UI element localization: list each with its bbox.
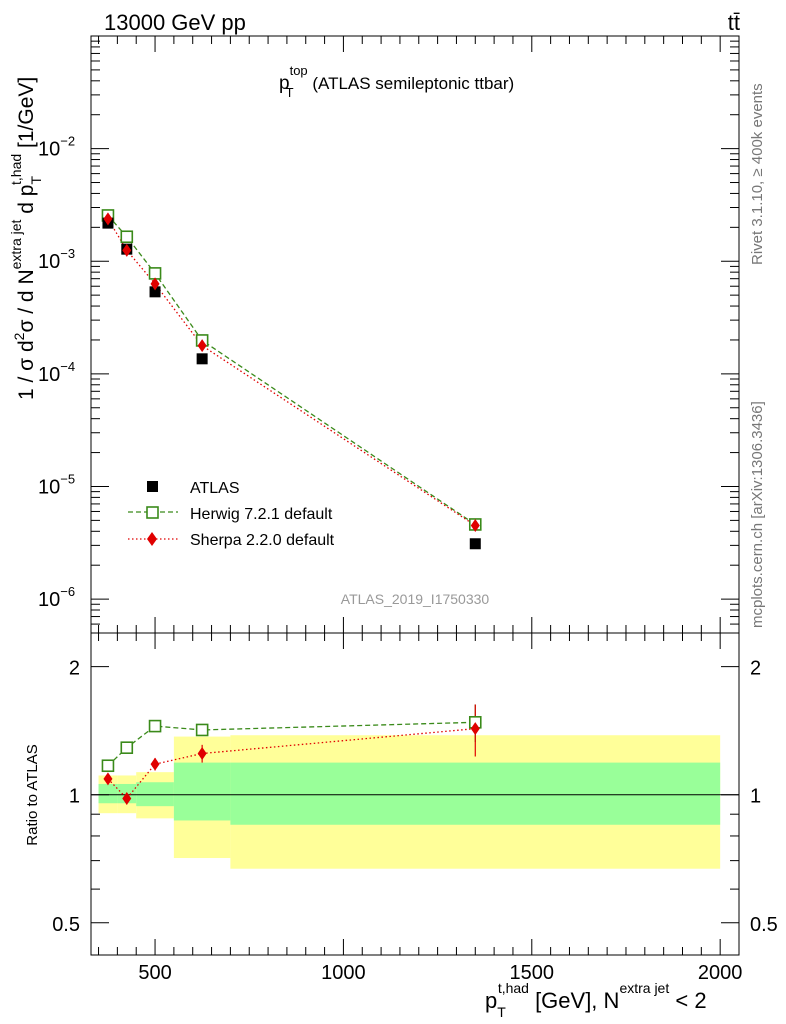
ratio-y-axis-label: Ratio to ATLAS (24, 744, 41, 845)
herwig-ratio-point (120, 741, 134, 754)
sherpa-ratio-point (122, 791, 132, 805)
legend-label-herwig: Herwig 7.2.1 default (190, 506, 333, 523)
herwig-point (148, 267, 162, 280)
tick-exponent: −4 (60, 359, 75, 374)
herwig-ratio-point (148, 719, 162, 733)
rivet-version-label: Rivet 3.1.10, ≥ 400k events (749, 83, 766, 265)
sherpa-point (197, 339, 207, 353)
tick-exponent: −3 (60, 246, 75, 261)
main-frame (90, 35, 740, 634)
herwig-ratio-point (101, 759, 115, 773)
tick-base: 10 (38, 251, 60, 273)
tick-base: 10 (38, 589, 60, 611)
tick-exponent: −6 (60, 584, 75, 599)
ratio-y-tick-label-right: 1 (750, 786, 761, 808)
ratio-x-tick-label: 2000 (698, 962, 743, 984)
tick-base: 10 (38, 364, 60, 386)
main-series-layer (101, 209, 482, 550)
tick-exponent: −5 (60, 471, 75, 486)
ratio-y-ticks (91, 666, 739, 924)
energy-label: 13000 GeV pp (104, 10, 246, 35)
ratio-stat-uncertainty-band (230, 762, 721, 825)
tick-exponent: −2 (60, 134, 75, 149)
sherpa-point (470, 519, 480, 533)
ratio-y-tick-label-left: 1 (69, 786, 80, 808)
title-main: p (279, 73, 290, 94)
ratio-y-tick-labels: 0.5 0.5 1 1 2 2 (52, 658, 778, 936)
title-sub: T (286, 85, 294, 100)
ratio-series-layer (101, 704, 482, 805)
x-axis-label: pTt,had [GeV], Nextra jet < 2 (485, 980, 707, 1020)
ratio-x-tick-labels: 500 1000 1500 2000 (138, 962, 742, 984)
main-panel: 10−210−310−410−510−6 ptop T (ATLAS semile… (8, 35, 740, 634)
ratio-x-tick-label: 500 (138, 962, 171, 984)
plot-title: ptop T (ATLAS semileptonic ttbar) (279, 63, 514, 100)
atlas-point (469, 538, 481, 550)
atlas-point (149, 286, 161, 298)
ratio-frame (90, 632, 740, 956)
ratio-panel: 0.5 0.5 1 1 2 2 500 1000 1500 2000 Ratio to ATLA… (24, 632, 778, 1020)
process-label: tt̄ (728, 10, 740, 35)
sherpa-ratio-point (197, 747, 207, 761)
tick-base: 10 (38, 139, 60, 161)
tick-base: 10 (38, 476, 60, 498)
main-y-tick-label: 10−5 (38, 471, 75, 498)
ratio-y-tick-label-right: 0.5 (750, 914, 778, 936)
ratio-y-tick-label-right: 2 (750, 658, 761, 680)
analysis-id: ATLAS_2019_I1750330 (341, 591, 490, 607)
ratio-y-tick-label-left: 0.5 (52, 914, 80, 936)
ratio-y-tick-label-left: 2 (69, 658, 80, 680)
main-y-tick-label: 10−3 (38, 246, 75, 273)
ratio-bands-layer (98, 735, 721, 869)
ratio-x-tick-label: 1000 (321, 962, 366, 984)
legend-label-atlas: ATLAS (190, 480, 240, 497)
main-y-tick-label: 10−2 (38, 134, 75, 161)
legend-marker-sherpa (147, 532, 157, 546)
sherpa-ratio-point (103, 772, 113, 786)
mcplots-label: mcplots.cern.ch [arXiv:1306.3436] (749, 401, 766, 628)
ratio-x-tick-label: 1500 (510, 962, 555, 984)
main-y-tick-label: 10−6 (38, 584, 75, 611)
sherpa-point (122, 243, 132, 257)
legend-marker-atlas (147, 481, 158, 492)
ratio-stat-uncertainty-band (98, 783, 118, 804)
main-y-ticks (91, 35, 739, 634)
sherpa-point (103, 212, 113, 226)
main-y-axis-label: 1 / σ d2σ / d Nextra jet d pTt,had [1/Ge… (8, 77, 44, 400)
main-x-ticks (98, 36, 721, 633)
title-rest: (ATLAS semileptonic ttbar) (308, 74, 515, 93)
ratio-stat-uncertainty-band (136, 782, 174, 807)
atlas-point (196, 353, 208, 365)
legend-marker-herwig (146, 506, 159, 519)
sherpa-ratio-point (150, 757, 160, 771)
ratio-x-ticks (98, 633, 721, 955)
sherpa-point (150, 277, 160, 291)
herwig-point (120, 230, 134, 244)
herwig-ratio-point (195, 723, 209, 737)
herwig-line (107, 215, 476, 525)
sherpa-line (107, 218, 476, 527)
main-y-tick-labels: 10−210−310−410−510−6 (38, 134, 75, 611)
title-sup: top (290, 63, 308, 78)
main-y-tick-label: 10−4 (38, 359, 75, 386)
ratio-stat-uncertainty-band (173, 762, 231, 821)
sherpa-ratio-point (470, 722, 480, 736)
legend-label-sherpa: Sherpa 2.2.0 default (190, 532, 335, 549)
legend: ATLAS Herwig 7.2.1 default Sherpa 2.2.0 … (128, 480, 335, 549)
